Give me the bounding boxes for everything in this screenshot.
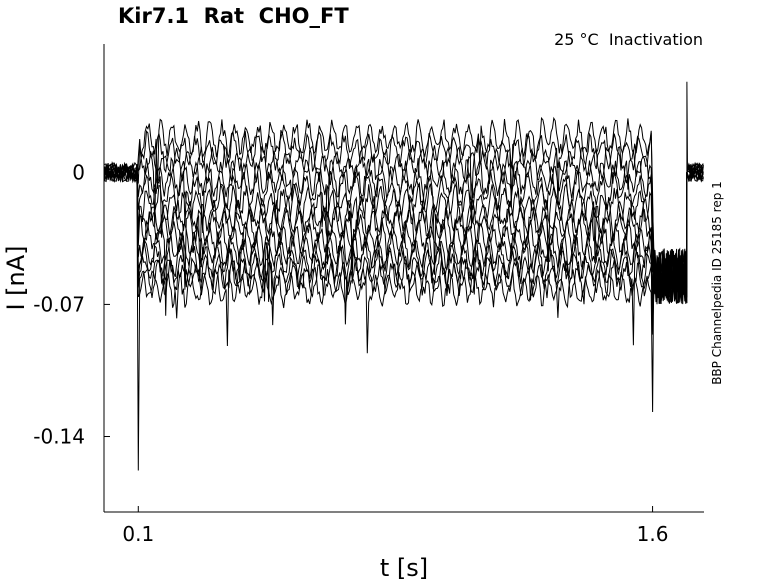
current-trace xyxy=(103,162,704,301)
x-tick-label: 1.6 xyxy=(637,522,669,546)
y-tick-label: 0 xyxy=(72,160,85,184)
x-tick-label: 0.1 xyxy=(122,522,154,546)
chart-title: Kir7.1 Rat CHO_FT xyxy=(118,4,349,28)
current-trace xyxy=(103,161,704,305)
current-trace xyxy=(103,130,704,302)
y-tick-label: -0.07 xyxy=(33,292,85,316)
current-trace xyxy=(103,81,704,471)
current-trace xyxy=(103,161,704,335)
current-trace xyxy=(103,156,704,303)
current-trace xyxy=(103,162,704,346)
current-trace xyxy=(103,162,704,303)
y-tick-label: -0.14 xyxy=(33,425,85,449)
y-axis-label: I [nA] xyxy=(2,245,30,310)
axes xyxy=(103,44,704,513)
ticks: 0.1 1.6 0 -0.07 -0.14 xyxy=(33,160,668,546)
traces xyxy=(103,81,704,471)
current-trace xyxy=(103,145,704,305)
x-axis-label: t [s] xyxy=(380,554,428,582)
current-trace xyxy=(103,116,704,300)
condition-label: 25 °C Inactivation xyxy=(554,30,703,49)
